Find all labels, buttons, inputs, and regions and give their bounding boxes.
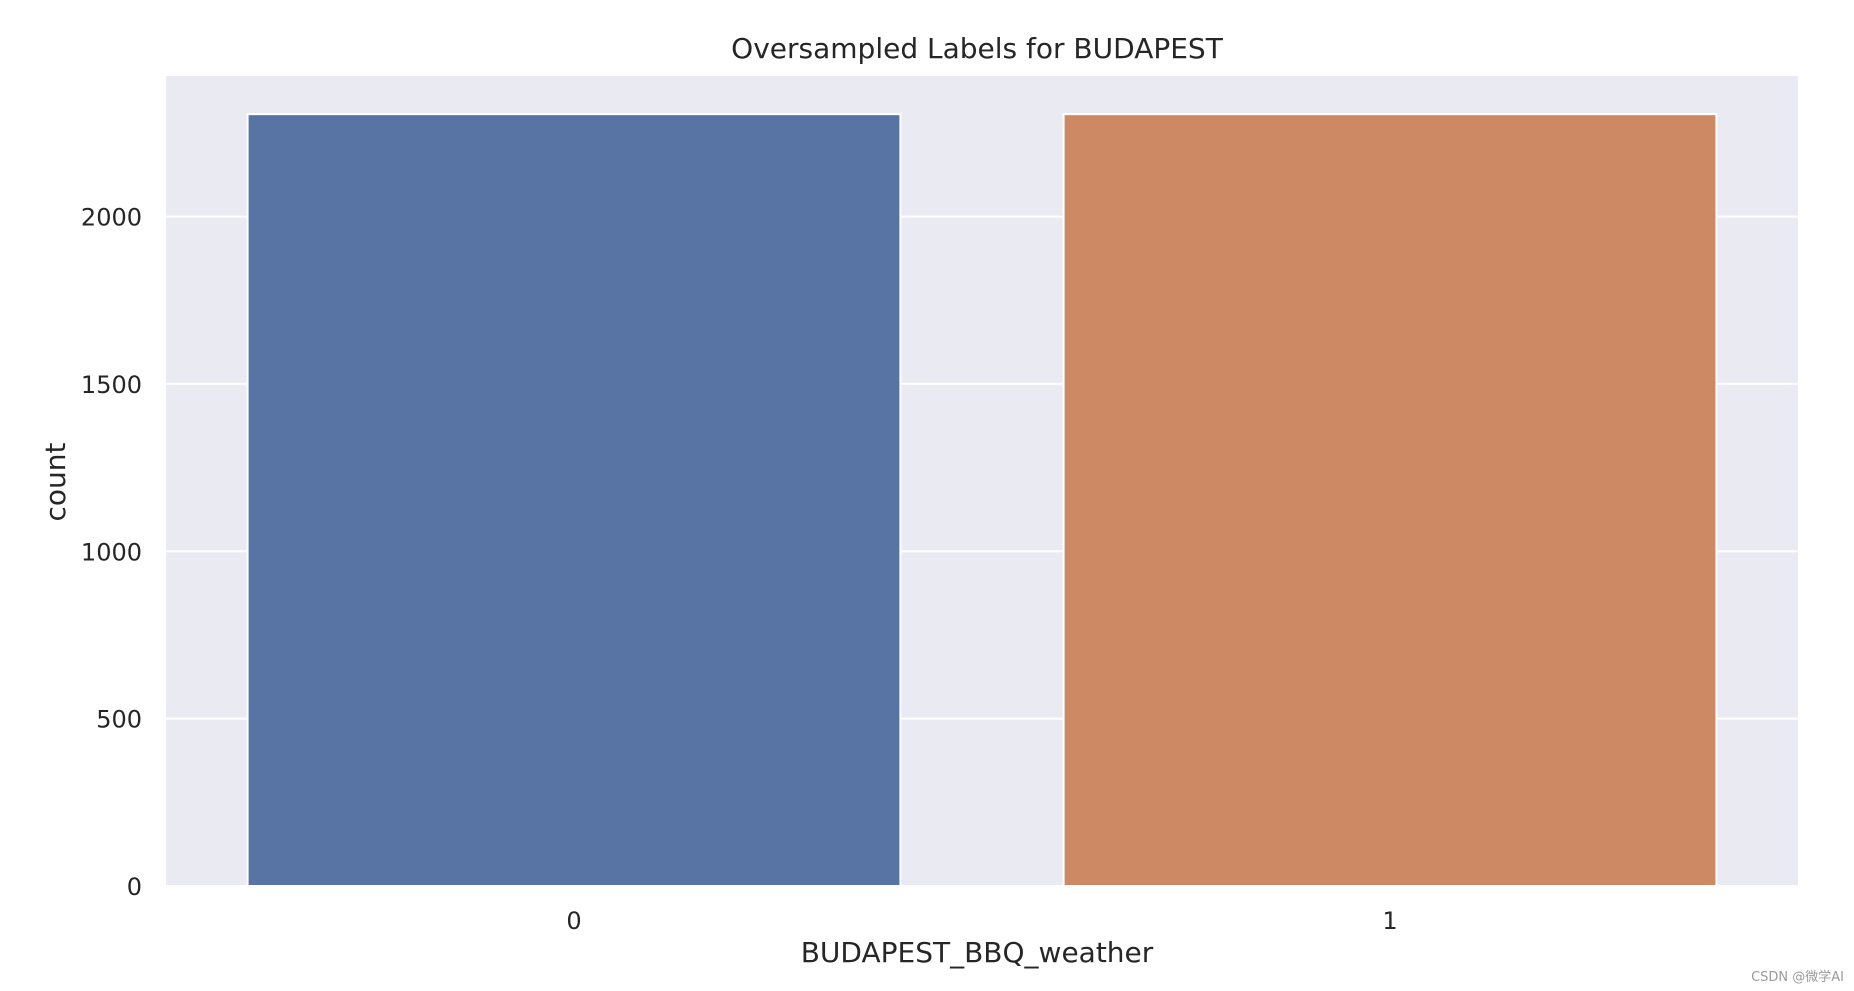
y-tick-label: 1000 (81, 538, 142, 566)
watermark: CSDN @微学AI (1751, 970, 1844, 985)
bar-1 (1062, 113, 1718, 887)
y-tick-label: 0 (127, 873, 142, 901)
y-tick-label: 1500 (81, 371, 142, 399)
x-tick-label: 1 (1382, 907, 1397, 935)
x-tick-label: 0 (566, 907, 581, 935)
chart-title: Oversampled Labels for BUDAPEST (731, 32, 1224, 65)
x-axis-label: BUDAPEST_BBQ_weather (801, 936, 1154, 969)
bars (246, 113, 1718, 887)
y-axis-ticks: 0 500 1000 1500 2000 (81, 204, 142, 901)
y-axis-label: count (39, 442, 72, 521)
y-tick-label: 500 (96, 706, 142, 734)
bar-0 (246, 113, 902, 887)
y-tick-label: 2000 (81, 204, 142, 232)
